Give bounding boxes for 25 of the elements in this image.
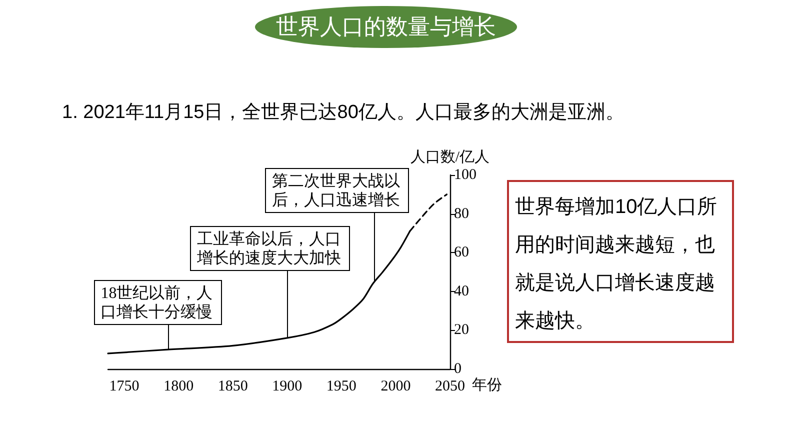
x-tick-label: 2000 (380, 378, 411, 394)
x-axis-title: 年份 (472, 376, 502, 394)
y-tick-label: 20 (454, 322, 469, 338)
x-tick-label: 1850 (218, 378, 248, 394)
y-tick-label: 60 (454, 244, 469, 261)
x-tick-label: 1800 (164, 378, 194, 394)
y-tick-label: 40 (454, 283, 469, 300)
y-tick-label: 100 (454, 167, 476, 183)
y-axis-title: 人口数/亿人 (410, 150, 490, 166)
y-tick-label: 0 (454, 361, 462, 377)
callout-frame: 工业革命以后，人口增长的速度大大加快 (190, 226, 350, 271)
chart-subtitle: 1. 2021年11月15日，全世界已达80亿人。人口最多的大洲是亚洲。 (62, 101, 624, 125)
title-pill: 世界人口的数量与增长 (255, 6, 517, 48)
annotation: 第二次世界大战以后，人口迅速增长 (272, 172, 401, 210)
callout-frame: 18世纪以前，人口增长十分缓慢 (94, 280, 222, 325)
y-tick-label: 80 (454, 206, 469, 222)
x-tick-label: 1900 (272, 378, 302, 394)
x-tick-label: 1950 (326, 378, 356, 394)
annotation: 工业革命以后，人口增长的速度大大加快 (197, 230, 342, 268)
callout-frame: 第二次世界大战以后，人口迅速增长 (265, 168, 409, 213)
annotation: 18世纪以前，人口增长十分缓慢 (100, 284, 214, 322)
x-tick-label: 2050 (435, 378, 465, 394)
chart-title: 世界人口的数量与增长 (276, 13, 496, 41)
x-tick-label: 1750 (109, 378, 140, 394)
note-frame: 世界每增加10亿人口所用的时间越来越短，也就是说人口增长速度越来越快。 (507, 180, 734, 343)
